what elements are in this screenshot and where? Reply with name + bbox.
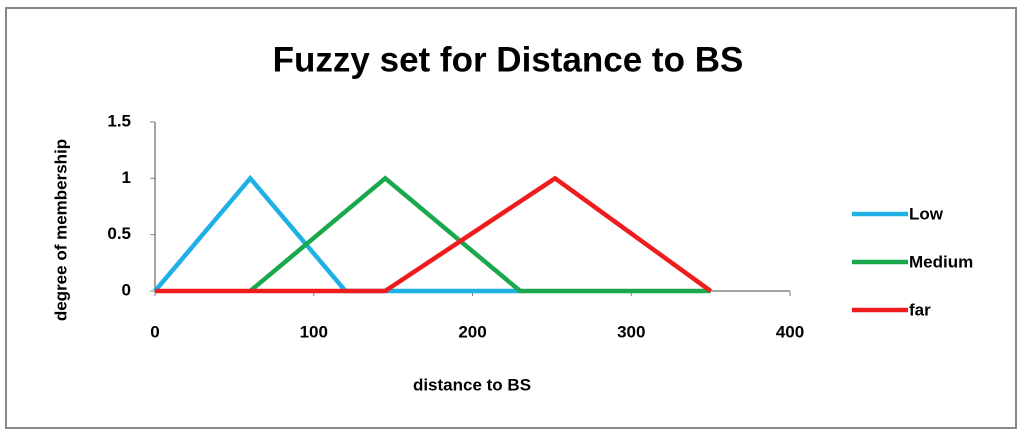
series-line: [155, 175, 712, 294]
chart-title: Fuzzy set for Distance to BS: [273, 40, 744, 79]
series-line: [248, 175, 711, 294]
x-tick-label: 0: [150, 322, 159, 341]
y-tick-label: 1: [122, 168, 131, 187]
chart-frame: [5, 7, 1017, 429]
y-tick-label: 0: [122, 280, 131, 299]
x-tick-label: 400: [776, 322, 804, 341]
series-line: [153, 174, 521, 294]
x-tick-label: 300: [617, 322, 645, 341]
x-tick-label: 200: [458, 322, 486, 341]
y-axis-title: degree of membership: [51, 139, 70, 321]
legend-label: Low: [909, 204, 944, 223]
legend-label: Medium: [909, 252, 973, 271]
y-tick-label: 0.5: [107, 224, 131, 243]
x-tick-label: 100: [300, 322, 328, 341]
y-tick-label: 1.5: [107, 111, 131, 130]
x-axis-title: distance to BS: [413, 375, 531, 394]
legend-label: far: [909, 300, 931, 319]
